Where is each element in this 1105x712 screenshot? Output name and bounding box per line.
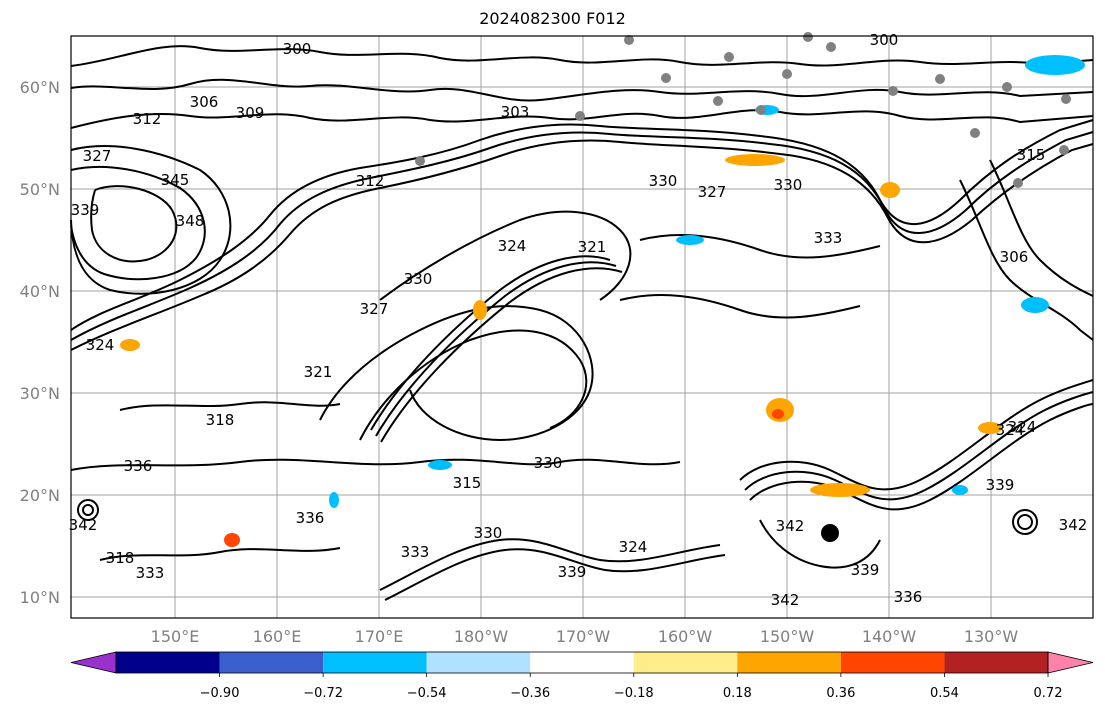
plot-frame bbox=[70, 35, 1094, 619]
colorbar-tick-label: −0.18 bbox=[614, 686, 654, 701]
contour-label: 303 bbox=[501, 103, 530, 121]
contour-lines bbox=[70, 45, 1094, 601]
colorbar-tick-label: −0.72 bbox=[303, 686, 343, 701]
colorbar-segment bbox=[840, 652, 945, 673]
colorbar-segment bbox=[944, 652, 1048, 673]
colorbar-extend-high bbox=[1047, 651, 1094, 674]
contour-label: 342 bbox=[69, 516, 98, 534]
contour-label: 324 bbox=[1008, 418, 1037, 436]
contour-label: 330 bbox=[774, 176, 803, 194]
contour-label: 327 bbox=[698, 183, 727, 201]
longitude-label: 150°E bbox=[151, 627, 200, 646]
contour-labels: 300 300 303 306 309 312 312 327 345 348 339 330 327 3… bbox=[69, 31, 1088, 609]
colorbar-segment bbox=[426, 652, 531, 673]
contour-label: 324 bbox=[619, 538, 648, 556]
contour-label: 312 bbox=[133, 110, 162, 128]
colorbar-segment bbox=[116, 652, 220, 673]
contour-label: 339 bbox=[71, 201, 100, 219]
longitude-axis: 150°E 160°E 170°E 180°W 170°W 160°W 150°W 140°W… bbox=[151, 627, 1019, 646]
latitude-label: 30°N bbox=[20, 384, 60, 403]
contour-label: 333 bbox=[814, 229, 843, 247]
contour-label: 318 bbox=[106, 549, 135, 567]
contour-label: 318 bbox=[206, 411, 235, 429]
latitude-label: 20°N bbox=[20, 486, 60, 505]
contour-label: 315 bbox=[453, 474, 482, 492]
contour-label: 336 bbox=[296, 509, 325, 527]
contour-label: 312 bbox=[356, 172, 385, 190]
contour-label: 339 bbox=[851, 561, 880, 579]
longitude-label: 150°W bbox=[760, 627, 815, 646]
longitude-label: 160°W bbox=[658, 627, 713, 646]
contour-label: 342 bbox=[771, 591, 800, 609]
longitude-label: 170°W bbox=[556, 627, 611, 646]
contour-label: 339 bbox=[558, 563, 587, 581]
colorbar-tick-label: 0.72 bbox=[1034, 686, 1063, 701]
contour-label: 339 bbox=[986, 476, 1015, 494]
shaded-field bbox=[120, 55, 1085, 547]
contour-label: 330 bbox=[474, 524, 503, 542]
colorbar-tick-label: 0.18 bbox=[723, 686, 752, 701]
colorbar: −0.90 −0.72 −0.54 −0.36 −0.18 0.18 0.36 0.54 0.7… bbox=[70, 651, 1094, 701]
storm-center-marker bbox=[821, 524, 839, 542]
contour-label: 315 bbox=[1017, 146, 1046, 164]
contour-label: 324 bbox=[996, 421, 1025, 439]
longitude-label: 180°W bbox=[454, 627, 509, 646]
contour-label: 300 bbox=[870, 31, 899, 49]
station-markers bbox=[415, 32, 1071, 188]
colorbar-tick-label: 0.54 bbox=[930, 686, 959, 701]
contour-label: 345 bbox=[161, 171, 190, 189]
map-title: 2024082300 F012 bbox=[479, 9, 626, 28]
contour-label: 306 bbox=[1000, 248, 1029, 266]
contour-label: 330 bbox=[534, 454, 563, 472]
latitude-label: 50°N bbox=[20, 180, 60, 199]
contour-label: 327 bbox=[83, 147, 112, 165]
colorbar-tick-label: 0.36 bbox=[826, 686, 855, 701]
colorbar-extend-low bbox=[70, 651, 117, 674]
contour-label: 336 bbox=[124, 457, 153, 475]
colorbar-segment bbox=[219, 652, 324, 673]
contour-label: 348 bbox=[176, 212, 205, 230]
colorbar-tick-label: −0.90 bbox=[200, 686, 240, 701]
latitude-label: 40°N bbox=[20, 282, 60, 301]
longitude-label: 130°W bbox=[964, 627, 1019, 646]
contour-label: 321 bbox=[304, 363, 333, 381]
latitude-label: 60°N bbox=[20, 78, 60, 97]
contour-label: 330 bbox=[404, 270, 433, 288]
contour-label: 342 bbox=[776, 517, 805, 535]
contour-label: 300 bbox=[283, 40, 312, 58]
contour-label: 324 bbox=[86, 336, 115, 354]
colorbar-segment bbox=[633, 652, 738, 673]
longitude-label: 170°E bbox=[355, 627, 404, 646]
contour-label: 321 bbox=[578, 238, 607, 256]
contour-label: 306 bbox=[190, 93, 219, 111]
contour-label: 342 bbox=[1059, 516, 1088, 534]
contour-label: 333 bbox=[136, 564, 165, 582]
longitude-label: 140°W bbox=[862, 627, 917, 646]
contour-label: 333 bbox=[401, 543, 430, 561]
contour-label: 330 bbox=[649, 172, 678, 190]
contour-label: 324 bbox=[498, 237, 527, 255]
colorbar-segment bbox=[737, 652, 841, 673]
colorbar-tick-label: −0.54 bbox=[407, 686, 447, 701]
colorbar-segment bbox=[530, 652, 634, 673]
colorbar-segment bbox=[323, 652, 427, 673]
latitude-label: 10°N bbox=[20, 588, 60, 607]
plot-background bbox=[71, 36, 1093, 618]
longitude-label: 160°E bbox=[253, 627, 302, 646]
contour-label: 336 bbox=[894, 588, 923, 606]
colorbar-outline bbox=[115, 651, 1049, 674]
colorbar-tick-label: −0.36 bbox=[510, 686, 550, 701]
contour-label: 309 bbox=[236, 104, 265, 122]
latitude-axis: 60°N 50°N 40°N 30°N 20°N 10°N bbox=[20, 78, 60, 607]
contour-label: 327 bbox=[360, 300, 389, 318]
